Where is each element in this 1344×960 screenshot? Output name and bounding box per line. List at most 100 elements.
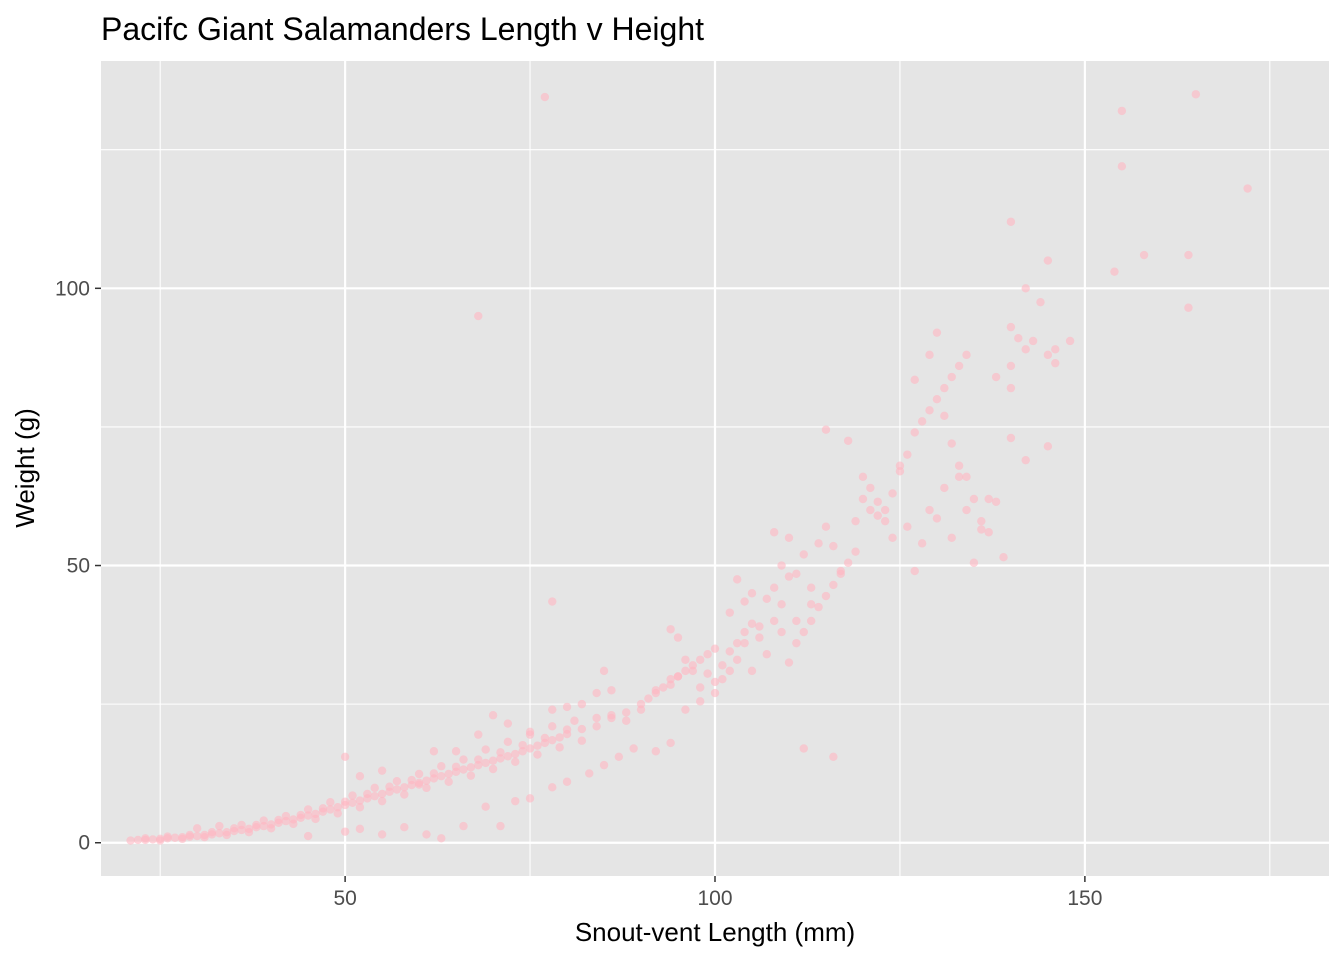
data-point bbox=[444, 769, 453, 779]
data-point bbox=[289, 819, 298, 829]
data-point bbox=[333, 803, 342, 812]
data-point bbox=[540, 92, 550, 102]
data-point bbox=[488, 764, 498, 774]
y-tick-label: 0 bbox=[78, 832, 90, 855]
data-point bbox=[503, 737, 513, 747]
data-point bbox=[636, 699, 646, 709]
data-point bbox=[141, 834, 150, 843]
data-point bbox=[769, 616, 779, 626]
data-point bbox=[991, 372, 1001, 382]
data-point bbox=[1006, 322, 1016, 332]
data-point bbox=[599, 760, 609, 770]
data-point bbox=[422, 830, 431, 839]
data-point bbox=[377, 796, 387, 806]
data-point bbox=[548, 722, 557, 731]
data-point bbox=[836, 569, 845, 579]
data-point bbox=[666, 674, 675, 684]
data-point bbox=[681, 655, 690, 664]
data-point bbox=[1021, 455, 1030, 465]
data-point bbox=[548, 735, 557, 745]
data-point bbox=[991, 497, 1001, 506]
data-point bbox=[740, 638, 749, 648]
data-point bbox=[962, 472, 971, 482]
data-point bbox=[377, 766, 387, 775]
data-point bbox=[681, 666, 690, 676]
data-point bbox=[326, 798, 335, 807]
data-point bbox=[777, 600, 786, 609]
data-point bbox=[222, 830, 231, 840]
data-point bbox=[873, 511, 882, 520]
data-point bbox=[925, 350, 934, 360]
data-point bbox=[407, 775, 416, 785]
data-point bbox=[962, 350, 971, 360]
data-point bbox=[732, 655, 742, 664]
data-point bbox=[400, 790, 409, 799]
data-point bbox=[629, 744, 638, 753]
data-point bbox=[910, 566, 919, 576]
data-point bbox=[244, 828, 254, 837]
data-point bbox=[348, 798, 357, 808]
data-point bbox=[200, 832, 209, 842]
data-point bbox=[466, 763, 476, 772]
data-point bbox=[555, 733, 564, 742]
chart-title: Pacifc Giant Salamanders Length v Height bbox=[101, 11, 704, 47]
data-point bbox=[577, 736, 587, 745]
data-point bbox=[784, 572, 794, 581]
data-point bbox=[511, 796, 520, 806]
data-point bbox=[710, 644, 720, 653]
data-point bbox=[340, 827, 350, 836]
data-point bbox=[940, 483, 949, 493]
data-point bbox=[829, 752, 838, 761]
data-point bbox=[533, 750, 542, 759]
data-point bbox=[984, 494, 993, 504]
data-point bbox=[792, 569, 801, 579]
data-point bbox=[806, 600, 816, 609]
data-point bbox=[400, 823, 409, 832]
data-point bbox=[1006, 361, 1016, 371]
data-point bbox=[880, 516, 890, 526]
data-point bbox=[414, 769, 424, 779]
data-point bbox=[925, 505, 934, 515]
data-point bbox=[303, 831, 313, 841]
data-point bbox=[437, 772, 446, 781]
data-point bbox=[303, 805, 313, 814]
data-point bbox=[170, 833, 180, 842]
data-point bbox=[392, 785, 402, 794]
data-point bbox=[651, 747, 661, 756]
data-point bbox=[178, 834, 187, 844]
data-point bbox=[274, 815, 283, 825]
data-point bbox=[414, 780, 424, 789]
data-point bbox=[1184, 303, 1193, 312]
x-axis-ticks: 50 100 150 bbox=[333, 876, 1102, 910]
data-point bbox=[503, 719, 513, 728]
data-point bbox=[370, 791, 379, 801]
data-point bbox=[1014, 334, 1023, 343]
data-point bbox=[311, 814, 320, 824]
data-point bbox=[133, 835, 143, 845]
data-point bbox=[496, 748, 505, 757]
data-point bbox=[799, 550, 808, 559]
data-point bbox=[784, 658, 794, 667]
data-point bbox=[1043, 442, 1053, 451]
data-point bbox=[940, 411, 949, 421]
data-point bbox=[355, 824, 365, 834]
data-point bbox=[592, 713, 601, 723]
data-point bbox=[1243, 184, 1252, 193]
data-point bbox=[474, 730, 483, 739]
data-point bbox=[540, 733, 550, 743]
data-point bbox=[215, 821, 224, 831]
data-point bbox=[459, 755, 468, 764]
data-point bbox=[858, 494, 868, 504]
data-point bbox=[977, 516, 986, 526]
data-point bbox=[326, 805, 335, 814]
x-tick-label: 150 bbox=[1067, 887, 1102, 910]
data-point bbox=[192, 831, 202, 841]
data-point bbox=[355, 772, 365, 781]
data-point bbox=[333, 809, 342, 818]
data-point bbox=[592, 688, 601, 698]
data-point bbox=[466, 771, 476, 780]
data-point bbox=[377, 830, 387, 839]
data-point bbox=[444, 777, 453, 786]
data-point bbox=[732, 638, 742, 648]
data-point bbox=[777, 561, 786, 570]
